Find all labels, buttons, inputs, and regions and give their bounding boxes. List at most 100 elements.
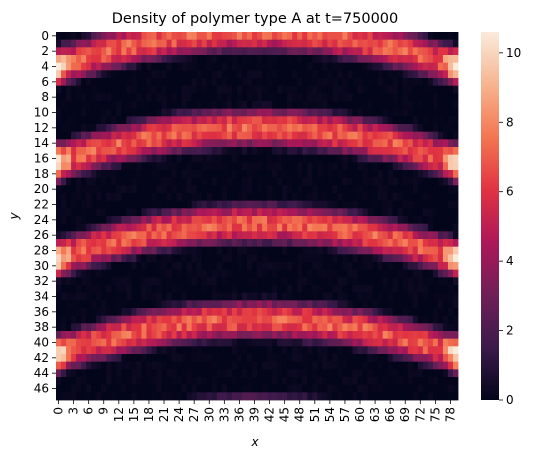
heatmap-cell [106, 292, 112, 301]
heatmap-cell [337, 277, 343, 286]
heatmap-cell [181, 170, 188, 179]
heatmap-cell [166, 308, 172, 317]
heatmap-cell [262, 185, 268, 194]
heatmap-cell [71, 369, 77, 378]
heatmap-cell [447, 39, 454, 48]
heatmap-cell [382, 308, 389, 317]
heatmap-cell [397, 254, 404, 263]
heatmap-cell [322, 185, 328, 194]
heatmap-cell [392, 331, 399, 340]
heatmap-cell [171, 85, 177, 94]
heatmap-cell [91, 223, 97, 232]
heatmap-cell [81, 55, 87, 64]
heatmap-cell [412, 154, 419, 163]
y-tick-label: 0 [41, 29, 49, 43]
heatmap-cell [417, 162, 424, 171]
heatmap-cell [101, 131, 107, 140]
heatmap-cell [357, 338, 363, 347]
heatmap-cell [392, 154, 399, 163]
heatmap-cell [362, 139, 368, 148]
x-tick-label: 45 [278, 407, 292, 422]
heatmap-cell [61, 93, 67, 102]
heatmap-cell [201, 193, 208, 202]
heatmap-cell [181, 246, 188, 255]
heatmap-cell [387, 116, 394, 125]
heatmap-cell [442, 285, 449, 294]
heatmap-cell [141, 139, 147, 148]
heatmap-cell [412, 254, 419, 263]
heatmap-cell [206, 177, 213, 186]
heatmap-cell [372, 131, 379, 140]
heatmap-cell [407, 223, 414, 232]
heatmap-cell [171, 193, 177, 202]
heatmap-cell [146, 85, 152, 94]
heatmap-cell [241, 331, 248, 340]
heatmap-cell [312, 354, 318, 363]
heatmap-cell [206, 93, 213, 102]
heatmap-cell [302, 185, 308, 194]
heatmap-cell [272, 285, 278, 294]
heatmap-cell [211, 177, 218, 186]
heatmap-cell [181, 277, 188, 286]
heatmap-cell [312, 208, 318, 217]
heatmap-cell [397, 300, 404, 309]
heatmap-cell [352, 139, 358, 148]
heatmap-cell [81, 177, 87, 186]
heatmap-cell [412, 277, 419, 286]
heatmap-cell [307, 292, 313, 301]
heatmap-cell [437, 254, 444, 263]
heatmap-cell [86, 323, 92, 332]
heatmap-cell [452, 292, 459, 301]
heatmap-cell [91, 354, 97, 363]
heatmap-cell [257, 323, 263, 332]
heatmap-cell [367, 70, 373, 79]
heatmap-cell [126, 269, 132, 278]
heatmap-cell [61, 55, 67, 64]
heatmap-cell [56, 47, 62, 56]
y-tick-label: 14 [34, 136, 49, 150]
heatmap-cell [267, 254, 273, 263]
heatmap-cell [297, 193, 303, 202]
heatmap-cell [307, 162, 313, 171]
heatmap-cell [136, 239, 142, 248]
heatmap-cell [241, 177, 248, 186]
heatmap-cell [96, 346, 102, 355]
heatmap-cell [101, 139, 107, 148]
heatmap-cell [226, 55, 233, 64]
heatmap-cell [246, 147, 253, 156]
y-tick-label: 44 [34, 366, 49, 380]
heatmap-cell [226, 338, 233, 347]
heatmap-cell [347, 101, 353, 110]
heatmap-cell [367, 392, 373, 401]
heatmap-cell [347, 200, 353, 209]
heatmap-cell [442, 338, 449, 347]
heatmap-cell [287, 162, 293, 171]
heatmap-cell [96, 32, 102, 41]
heatmap-cell [332, 269, 338, 278]
heatmap-cell [427, 108, 434, 117]
heatmap-cell [412, 369, 419, 378]
heatmap-cell [151, 246, 157, 255]
heatmap-cell [161, 55, 167, 64]
heatmap-cell [377, 47, 384, 56]
heatmap-cell [106, 177, 112, 186]
heatmap-cell [226, 39, 233, 48]
heatmap-cell [362, 354, 368, 363]
heatmap-cell [131, 369, 137, 378]
heatmap-cell [447, 131, 454, 140]
heatmap-cell [342, 231, 348, 240]
heatmap-cell [402, 200, 409, 209]
heatmap-cell [432, 62, 439, 71]
heatmap-cell [101, 338, 107, 347]
heatmap-cell [417, 300, 424, 309]
heatmap-cell [231, 338, 238, 347]
heatmap-cell [126, 216, 132, 225]
heatmap-cell [76, 147, 82, 156]
heatmap-cell [201, 62, 208, 71]
heatmap-cell [262, 231, 268, 240]
heatmap-cell [422, 193, 429, 202]
heatmap-cell [206, 354, 213, 363]
heatmap-cell [282, 231, 288, 240]
heatmap-cell [101, 208, 107, 217]
heatmap-cell [211, 300, 218, 309]
